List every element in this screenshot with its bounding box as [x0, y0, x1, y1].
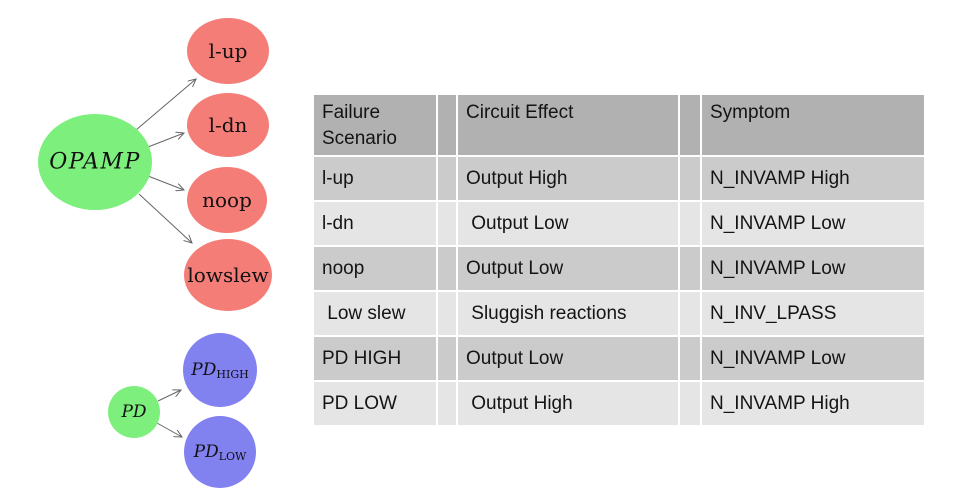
table-spacer-cell	[680, 247, 700, 290]
table-spacer-cell	[438, 157, 456, 200]
node-pd-low-sub: LOW	[219, 450, 247, 463]
opamp-arrows	[135, 79, 196, 243]
node-pd-high-sub: HIGH	[216, 368, 248, 381]
node-opamp-label: OPAMP	[49, 150, 141, 175]
table-spacer-cell	[680, 382, 700, 425]
cell-scenario: PD HIGH	[314, 337, 436, 380]
cell-effect: Output High	[458, 382, 678, 425]
node-lowslew: lowslew	[184, 239, 272, 311]
cell-scenario: PD LOW	[314, 382, 436, 425]
fault-tree-diagram: OPAMP l-up l-dn noop lowslew PD PDH	[38, 18, 272, 488]
arrow-pd-low	[156, 422, 182, 437]
cell-symptom: N_INVAMP Low	[702, 202, 924, 245]
cell-symptom: N_INV_LPASS	[702, 292, 924, 335]
node-pd-label: PD	[120, 402, 146, 422]
node-l-dn: l-dn	[187, 93, 269, 157]
cell-scenario: l-dn	[314, 202, 436, 245]
cell-scenario: Low slew	[314, 292, 436, 335]
pd-arrows	[156, 390, 182, 437]
svg-text:PDHIGH: PDHIGH	[190, 360, 248, 381]
table-spacer-cell	[680, 337, 700, 380]
cell-effect: Output Low	[458, 202, 678, 245]
svg-text:PDLOW: PDLOW	[193, 442, 247, 463]
arrow-opamp-lowslew	[138, 193, 192, 243]
cell-effect: Sluggish reactions	[458, 292, 678, 335]
cell-effect: Output Low	[458, 247, 678, 290]
arrow-opamp-lup	[135, 79, 196, 131]
cell-symptom: N_INVAMP High	[702, 382, 924, 425]
failure-scenario-table: Failure Scenario Circuit Effect Symptom …	[314, 95, 924, 425]
cell-scenario: l-up	[314, 157, 436, 200]
cell-symptom: N_INVAMP High	[702, 157, 924, 200]
col-header-circuit-effect: Circuit Effect	[458, 95, 678, 155]
node-noop-label: noop	[202, 188, 252, 212]
table-spacer-cell	[438, 382, 456, 425]
table-spacer-cell	[680, 95, 700, 155]
table-spacer-cell	[438, 337, 456, 380]
table-spacer-cell	[438, 95, 456, 155]
cell-effect: Output Low	[458, 337, 678, 380]
node-lowslew-label: lowslew	[187, 263, 268, 287]
node-pd-low-main: PD	[193, 442, 219, 462]
node-pd-low: PDLOW	[184, 416, 256, 488]
node-pd: PD	[108, 386, 160, 438]
node-opamp: OPAMP	[38, 114, 152, 210]
table-spacer-cell	[680, 157, 700, 200]
col-header-symptom: Symptom	[702, 95, 924, 155]
cell-symptom: N_INVAMP Low	[702, 337, 924, 380]
node-l-up: l-up	[187, 18, 269, 84]
col-header-failure-scenario: Failure Scenario	[314, 95, 436, 155]
table-spacer-cell	[680, 202, 700, 245]
table-spacer-cell	[438, 202, 456, 245]
arrow-opamp-noop	[147, 175, 184, 190]
table-spacer-cell	[438, 292, 456, 335]
table-spacer-cell	[438, 247, 456, 290]
cell-symptom: N_INVAMP Low	[702, 247, 924, 290]
node-l-up-label: l-up	[209, 39, 248, 63]
arrow-opamp-ldn	[147, 133, 184, 148]
table-spacer-cell	[680, 292, 700, 335]
cell-effect: Output High	[458, 157, 678, 200]
node-pd-high-main: PD	[190, 360, 216, 380]
node-noop: noop	[187, 167, 267, 233]
node-pd-high: PDHIGH	[183, 333, 257, 407]
arrow-pd-high	[157, 390, 181, 402]
node-l-dn-label: l-dn	[209, 113, 248, 137]
cell-scenario: noop	[314, 247, 436, 290]
